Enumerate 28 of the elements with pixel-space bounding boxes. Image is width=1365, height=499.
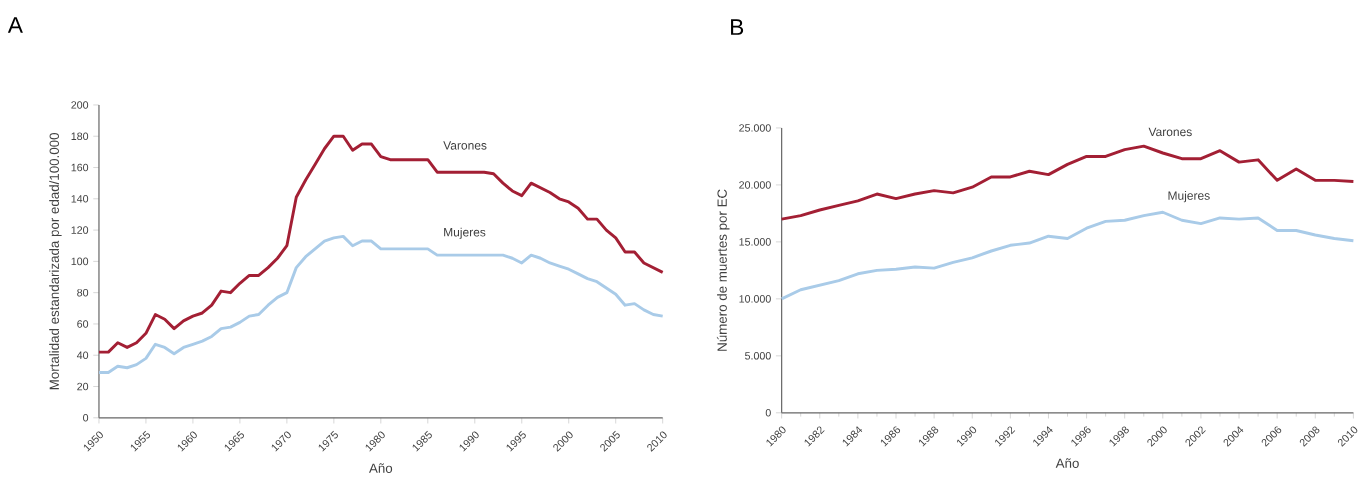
y-tick-label: 20.000 xyxy=(739,181,771,189)
y-axis-title: Mortalidad estandarizada por edad/100.000 xyxy=(49,133,62,390)
y-tick-label: 120 xyxy=(71,226,89,234)
y-tick-label: 180 xyxy=(71,132,89,141)
y-tick-label: 15.000 xyxy=(739,238,771,246)
y-tick-label: 0 xyxy=(765,409,771,417)
y-tick-label: 100 xyxy=(71,257,89,266)
line-series xyxy=(780,144,1355,221)
y-tick-label: 60 xyxy=(77,320,89,328)
y-axis-title: Número de muertes por EC xyxy=(716,189,730,351)
y-tick-label: 0 xyxy=(83,414,89,422)
chart-title: B xyxy=(731,19,744,35)
chart-title: A xyxy=(7,17,23,33)
x-axis-title: Año xyxy=(1055,458,1079,469)
series-label: Mujeres xyxy=(444,227,486,239)
x-axis-title: Año xyxy=(368,463,393,474)
y-tick-label: 40 xyxy=(76,351,89,360)
y-tick-label: 10.000 xyxy=(739,295,771,303)
y-tick-label: 25.000 xyxy=(739,124,771,132)
series-label: Varones xyxy=(443,141,487,150)
y-tick-label: 140 xyxy=(71,195,89,203)
y-tick-label: 20 xyxy=(77,382,89,391)
series-label: Varones xyxy=(1148,127,1192,137)
y-tick-label: 80 xyxy=(77,289,89,297)
series-label: Mujeres xyxy=(1168,191,1210,203)
y-tick-label: 200 xyxy=(71,101,89,109)
y-tick-label: 160 xyxy=(71,163,89,172)
y-tick-label: 5.000 xyxy=(745,352,771,360)
